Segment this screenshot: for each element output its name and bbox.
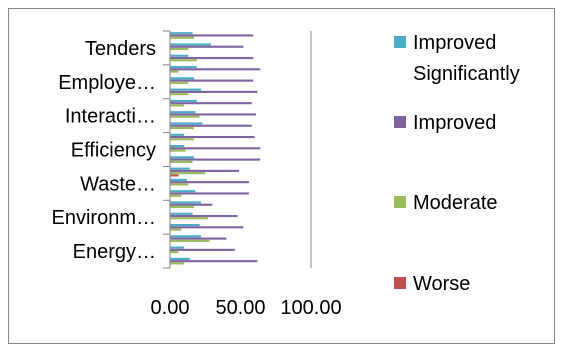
bar-improved (170, 237, 227, 240)
bar-improved (170, 135, 255, 139)
legend-label: Improved (413, 32, 496, 54)
bar-moderate (170, 36, 194, 39)
value-tick-label: 50.00 (215, 297, 265, 319)
bar-improved-significantly (170, 178, 187, 181)
bar-improved (170, 124, 252, 127)
bar-moderate (170, 262, 185, 265)
bar-improved-significantly (170, 133, 185, 136)
bar-improved (170, 56, 254, 60)
bar-improved-significantly (170, 190, 196, 193)
category-label: Efficiency (71, 140, 156, 162)
bar-improved-significantly (170, 88, 202, 91)
bar-improved-significantly (170, 257, 190, 260)
category-label: Waste… (80, 173, 156, 195)
bar-improved (170, 192, 249, 195)
bar-improved-significantly (170, 212, 193, 215)
bar-moderate (170, 59, 197, 62)
bar-improved (170, 147, 261, 150)
bar-moderate (170, 149, 186, 152)
bar-improved-significantly (170, 223, 200, 227)
bar-improved (170, 34, 254, 37)
legend-label: Improved (413, 112, 496, 134)
value-tick-label: 100.00 (280, 297, 341, 319)
bar-improved-significantly (170, 167, 190, 170)
bar-improved-significantly (170, 201, 202, 204)
bar-improved-significantly (170, 43, 211, 46)
bar-moderate (170, 70, 179, 73)
bar-improved (170, 158, 261, 161)
category-label: Employe… (58, 72, 156, 94)
bar-worse (170, 174, 179, 177)
bar-moderate (170, 183, 189, 186)
bar-improved-significantly (170, 144, 185, 148)
bar-moderate (170, 93, 189, 96)
bar-improved-significantly (170, 65, 197, 69)
bar-moderate (170, 194, 182, 197)
bar-improved-significantly (170, 54, 189, 57)
bar-improved (170, 260, 258, 263)
legend-swatch (394, 36, 406, 48)
bar-moderate (170, 239, 210, 242)
bar-improved (170, 226, 244, 229)
bar-improved (170, 203, 213, 206)
bar-improved-significantly (170, 156, 194, 159)
bar-improved (170, 90, 258, 93)
bar-improved (170, 181, 249, 184)
bar-moderate (170, 251, 179, 254)
bar-moderate (170, 81, 189, 84)
category-label: Environm… (52, 207, 156, 229)
bar-moderate (170, 47, 189, 51)
category-label: Interacti… (65, 106, 156, 128)
bar-improved (170, 248, 235, 251)
legend-swatch (394, 277, 406, 289)
bar-moderate (170, 228, 182, 231)
category-label: Tenders (85, 38, 156, 60)
bar-moderate (170, 172, 206, 175)
bar-improved (170, 79, 254, 82)
bar-moderate (170, 126, 194, 130)
bar-moderate (170, 217, 209, 220)
legend: Improved Significantly Improved Moderate Wor… (394, 32, 520, 295)
bar-moderate (170, 160, 193, 163)
bar-improved-significantly (170, 122, 203, 125)
bar-improved (170, 102, 252, 105)
legend-label: Worse (413, 273, 470, 295)
bar-improved (170, 113, 257, 116)
bar-improved-significantly (170, 77, 194, 80)
bar-moderate (170, 115, 200, 118)
bar-improved (170, 214, 238, 218)
bar-improved-significantly (170, 111, 196, 114)
bar-improved-significantly (170, 235, 202, 238)
bar-improved (170, 68, 261, 71)
legend-swatch (394, 196, 406, 208)
value-tick-label: 0.00 (151, 297, 190, 319)
category-ticks-group (163, 30, 170, 269)
bar-moderate (170, 138, 194, 141)
category-label: Energy… (73, 241, 156, 263)
bar-moderate (170, 104, 185, 107)
bar-moderate (170, 205, 194, 209)
chart-border (8, 8, 555, 344)
legend-label: Moderate (413, 192, 498, 214)
bar-improved (170, 45, 244, 48)
bar-improved (170, 169, 240, 172)
category-labels-group: Tenders Employe… Interacti… Efficiency Waste… (52, 38, 156, 263)
bar-improved-significantly (170, 246, 185, 249)
bar-improved-significantly (170, 99, 197, 102)
legend-label: Significantly (413, 63, 520, 85)
bars-group (170, 32, 261, 265)
bar-improved-significantly (170, 32, 193, 35)
value-tick-labels-group: 0.00 50.00 100.00 (151, 297, 342, 319)
legend-swatch (394, 116, 406, 128)
